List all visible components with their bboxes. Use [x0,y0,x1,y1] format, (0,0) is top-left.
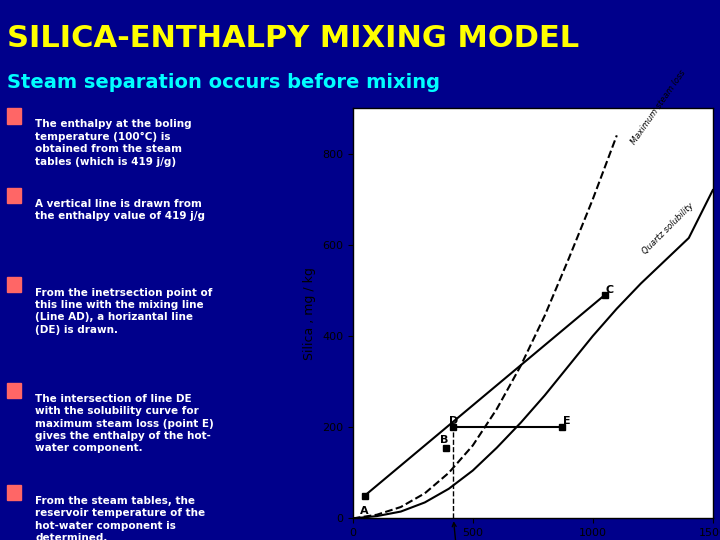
Text: From the inetrsection point of
this line with the mixing line
(Line AD), a horiz: From the inetrsection point of this line… [35,288,212,335]
Text: Maximum steam loss: Maximum steam loss [629,69,687,146]
Text: A vertical line is drawn from
the enthalpy value of 419 j/g: A vertical line is drawn from the enthal… [35,199,205,221]
Text: 419 J/g
(100°C): 419 J/g (100°C) [437,523,478,540]
Y-axis label: Silica , mg / kg: Silica , mg / kg [303,267,316,360]
Bar [7,383,21,399]
Text: The intersection of line DE
with the solubility curve for
maximum steam loss (po: The intersection of line DE with the sol… [35,394,214,454]
Text: From the steam tables, the
reservoir temperature of the
hot-water component is
d: From the steam tables, the reservoir tem… [35,496,205,540]
Text: A: A [360,506,369,516]
Text: C: C [606,285,614,295]
Text: SILICA-ENTHALPY MIXING MODEL: SILICA-ENTHALPY MIXING MODEL [7,24,580,53]
Bar [7,485,21,500]
Bar [7,188,21,204]
Text: E: E [563,416,570,426]
Bar [7,109,21,124]
Text: B: B [441,435,449,445]
Bar [7,276,21,292]
Text: Steam separation occurs before mixing: Steam separation occurs before mixing [7,73,440,92]
Text: D: D [449,416,458,426]
Text: Quartz solubility: Quartz solubility [641,201,696,256]
Text: The enthalpy at the boling
temperature (100°C) is
obtained from the steam
tables: The enthalpy at the boling temperature (… [35,119,192,167]
